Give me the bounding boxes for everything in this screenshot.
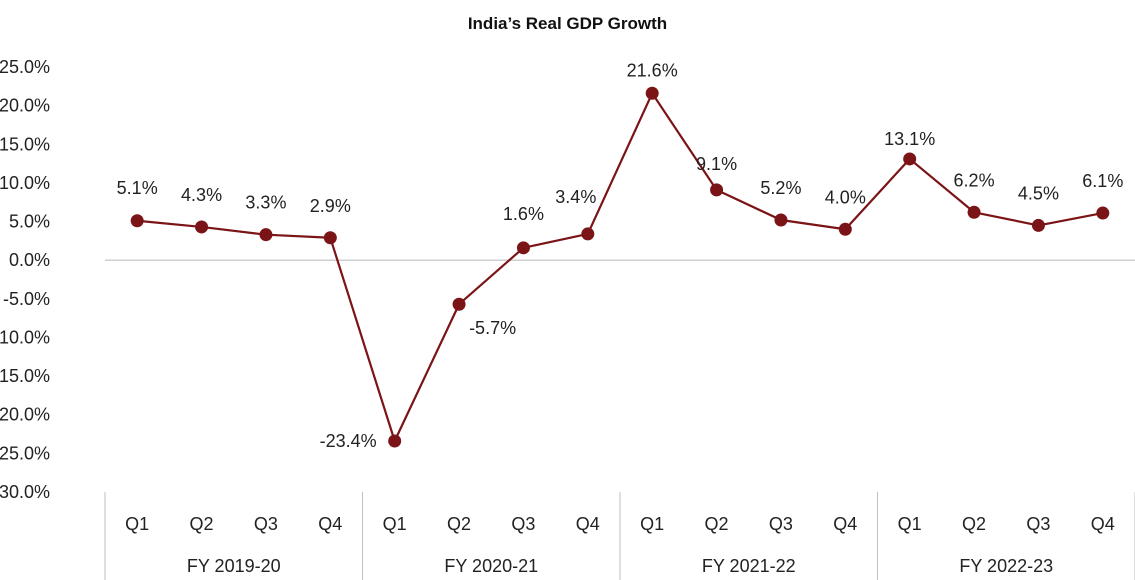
data-point <box>195 220 209 234</box>
y-tick-label: -10.0% <box>0 327 50 347</box>
category-label: Q1 <box>898 514 922 534</box>
data-point <box>645 86 659 100</box>
y-tick-label: -20.0% <box>0 405 50 425</box>
category-label: Q4 <box>833 514 857 534</box>
data-point <box>259 228 273 242</box>
data-point <box>452 297 466 311</box>
data-label: 4.0% <box>825 187 866 207</box>
y-tick-label: 20.0% <box>0 96 50 116</box>
group-label: FY 2021-22 <box>702 556 796 576</box>
data-label: -5.7% <box>469 318 516 338</box>
category-label: Q2 <box>705 514 729 534</box>
data-point <box>838 222 852 236</box>
y-tick-label: -15.0% <box>0 366 50 386</box>
category-label: Q3 <box>254 514 278 534</box>
data-point <box>1031 218 1045 232</box>
data-label: 1.6% <box>503 204 544 224</box>
data-label: 5.2% <box>760 178 801 198</box>
category-label: Q2 <box>190 514 214 534</box>
category-label: Q1 <box>640 514 664 534</box>
category-label: Q3 <box>511 514 535 534</box>
data-label: 4.3% <box>181 185 222 205</box>
group-label: FY 2020-21 <box>444 556 538 576</box>
data-label: 3.4% <box>555 187 596 207</box>
category-label: Q2 <box>447 514 471 534</box>
category-label: Q1 <box>125 514 149 534</box>
data-label: 5.1% <box>117 178 158 198</box>
data-label: 21.6% <box>627 60 678 80</box>
y-tick-label: 10.0% <box>0 173 50 193</box>
data-point <box>388 434 402 448</box>
data-point <box>903 152 917 166</box>
data-point <box>710 183 724 197</box>
data-label: 2.9% <box>310 196 351 216</box>
data-point <box>581 227 595 241</box>
data-point <box>130 214 144 228</box>
y-tick-label: 5.0% <box>9 212 50 232</box>
data-label: 6.2% <box>954 170 995 190</box>
data-label: 9.1% <box>696 154 737 174</box>
data-label: 6.1% <box>1082 171 1123 191</box>
group-label: FY 2019-20 <box>187 556 281 576</box>
category-label: Q3 <box>769 514 793 534</box>
data-label: -23.4% <box>320 431 377 451</box>
category-label: Q4 <box>1091 514 1115 534</box>
category-label: Q2 <box>962 514 986 534</box>
y-tick-label: 25.0% <box>0 57 50 77</box>
data-label: 4.5% <box>1018 183 1059 203</box>
data-point <box>774 213 788 227</box>
y-tick-label: -30.0% <box>0 482 50 502</box>
y-tick-label: -5.0% <box>3 289 50 309</box>
group-label: FY 2022-23 <box>959 556 1053 576</box>
chart-title: India’s Real GDP Growth <box>467 14 668 33</box>
data-label: 3.3% <box>245 193 286 213</box>
category-label: Q4 <box>576 514 600 534</box>
y-tick-label: 15.0% <box>0 134 50 154</box>
data-point <box>516 241 530 255</box>
series-line <box>137 92 1104 443</box>
data-label: 13.1% <box>884 129 935 149</box>
y-tick-label: -25.0% <box>0 443 50 463</box>
category-label: Q4 <box>318 514 342 534</box>
category-label: Q3 <box>1026 514 1050 534</box>
y-tick-label: 0.0% <box>9 250 50 270</box>
category-label: Q1 <box>383 514 407 534</box>
data-point <box>967 205 981 219</box>
data-point <box>1096 206 1110 220</box>
data-point <box>323 231 337 245</box>
